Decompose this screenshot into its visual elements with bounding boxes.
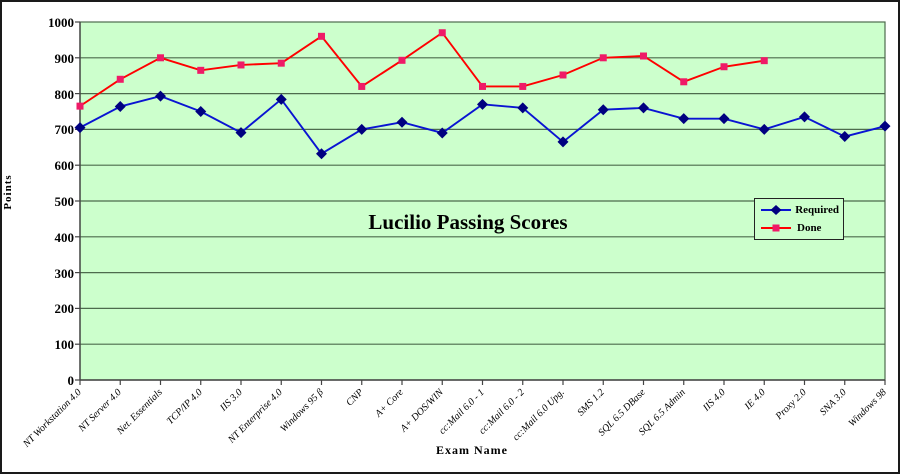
data-point-required xyxy=(879,120,891,132)
data-point-done xyxy=(519,82,527,90)
data-point-required xyxy=(356,123,368,135)
y-tick-label: 200 xyxy=(54,301,75,317)
data-point-done xyxy=(197,66,205,74)
data-point-done xyxy=(116,75,124,83)
y-tick-label: 300 xyxy=(54,265,75,281)
y-tick-label: 500 xyxy=(54,194,75,209)
data-point-required xyxy=(718,113,730,125)
y-tick-label: 0 xyxy=(67,373,75,388)
data-point-required xyxy=(74,122,86,134)
data-point-required xyxy=(155,90,166,102)
data-point-done xyxy=(277,59,285,67)
data-point-required xyxy=(758,123,770,135)
data-point-required xyxy=(114,100,126,112)
legend-label-done: Done xyxy=(797,221,822,234)
data-point-done xyxy=(479,82,486,90)
data-point-required xyxy=(597,104,609,116)
data-point-done xyxy=(237,61,245,69)
data-point-required xyxy=(517,102,529,114)
data-point-required xyxy=(557,136,569,148)
data-point-required xyxy=(316,148,327,160)
data-point-done xyxy=(358,82,366,90)
data-point-done xyxy=(438,29,446,37)
data-point-required xyxy=(396,116,408,128)
data-point-done xyxy=(157,54,164,62)
data-point-required xyxy=(436,127,448,139)
y-tick-label: 100 xyxy=(54,337,75,353)
data-point-required xyxy=(195,106,207,117)
legend-item-done: Done xyxy=(759,221,839,234)
chart-title: Lucilio Passing Scores xyxy=(368,210,568,234)
data-point-required xyxy=(477,98,488,110)
data-point-done xyxy=(318,32,325,40)
data-point-done xyxy=(640,52,647,60)
data-point-done xyxy=(398,56,406,64)
done-series-key-icon xyxy=(761,224,791,232)
y-tick-label: 600 xyxy=(54,158,75,174)
data-point-done xyxy=(599,54,607,62)
series-line-done xyxy=(79,31,765,107)
legend-item-required: Required xyxy=(759,203,839,216)
legend-label-required: Required xyxy=(795,203,839,216)
data-point-done xyxy=(680,78,688,86)
data-point-done xyxy=(760,57,768,65)
x-axis-title: Exam Name xyxy=(436,443,508,457)
legend: Required Done xyxy=(754,198,844,240)
data-point-required xyxy=(839,131,851,143)
data-point-done xyxy=(720,63,728,71)
y-tick-label: 700 xyxy=(54,122,75,138)
y-axis-title: Points xyxy=(2,174,14,210)
data-point-done xyxy=(76,102,84,110)
data-point-required xyxy=(638,102,649,114)
data-point-required xyxy=(275,93,287,105)
data-point-done xyxy=(559,71,567,79)
data-point-required xyxy=(678,113,690,125)
y-tick-label: 900 xyxy=(54,50,75,66)
y-tick-label: 400 xyxy=(54,229,75,245)
data-point-required xyxy=(799,111,810,123)
y-tick-label: 800 xyxy=(54,86,75,102)
required-series-key-icon xyxy=(761,205,791,215)
y-tick-label: 1000 xyxy=(48,15,74,30)
